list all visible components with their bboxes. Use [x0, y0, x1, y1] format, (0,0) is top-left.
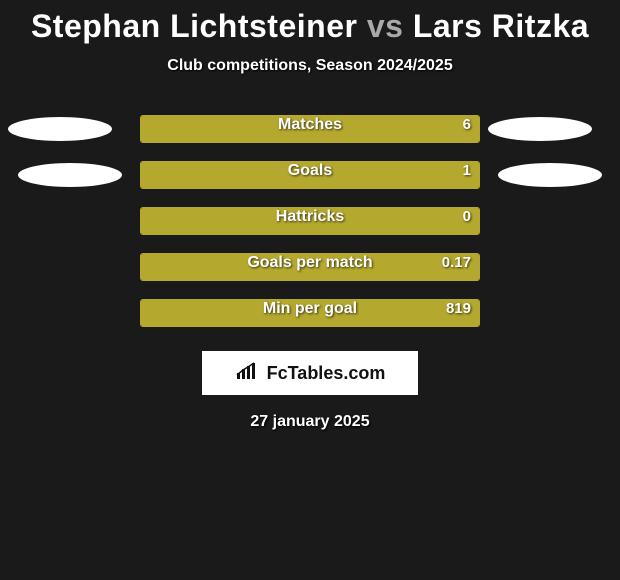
bar-track: Hattricks 0: [140, 207, 480, 235]
stat-row: Goals per match 0.17: [0, 253, 620, 281]
stat-label: Goals per match: [247, 254, 372, 272]
player1-name: Stephan Lichtsteiner: [31, 8, 358, 44]
date-text: 27 january 2025: [0, 413, 620, 431]
logo-chart-icon: [235, 361, 261, 386]
vs-text: vs: [367, 8, 404, 44]
stat-value-right: 1: [463, 162, 471, 179]
oval-graphic: [498, 163, 602, 187]
bar-track: Matches 6: [140, 115, 480, 143]
stat-label: Goals: [288, 162, 332, 180]
comparison-title: Stephan Lichtsteiner vs Lars Ritzka: [0, 0, 620, 45]
bar-track: Goals per match 0.17: [140, 253, 480, 281]
logo-text: FcTables.com: [267, 363, 386, 384]
oval-graphic: [8, 117, 112, 141]
stat-value-right: 0: [463, 208, 471, 225]
oval-graphic: [488, 117, 592, 141]
oval-graphic: [18, 163, 122, 187]
player2-name: Lars Ritzka: [413, 8, 589, 44]
stat-row: Min per goal 819: [0, 299, 620, 327]
bar-track: Min per goal 819: [140, 299, 480, 327]
bar-track: Goals 1: [140, 161, 480, 189]
stat-value-right: 819: [446, 300, 471, 317]
subtitle: Club competitions, Season 2024/2025: [0, 57, 620, 75]
stat-row: Hattricks 0: [0, 207, 620, 235]
stat-label: Min per goal: [263, 300, 357, 318]
stat-value-right: 0.17: [442, 254, 471, 271]
stat-label: Matches: [278, 116, 342, 134]
stats-container: Matches 6 Goals 1 Hattricks 0 Goals per match 0…: [0, 115, 620, 327]
stat-value-right: 6: [463, 116, 471, 133]
logo-box[interactable]: FcTables.com: [202, 351, 418, 395]
stat-label: Hattricks: [276, 208, 344, 226]
